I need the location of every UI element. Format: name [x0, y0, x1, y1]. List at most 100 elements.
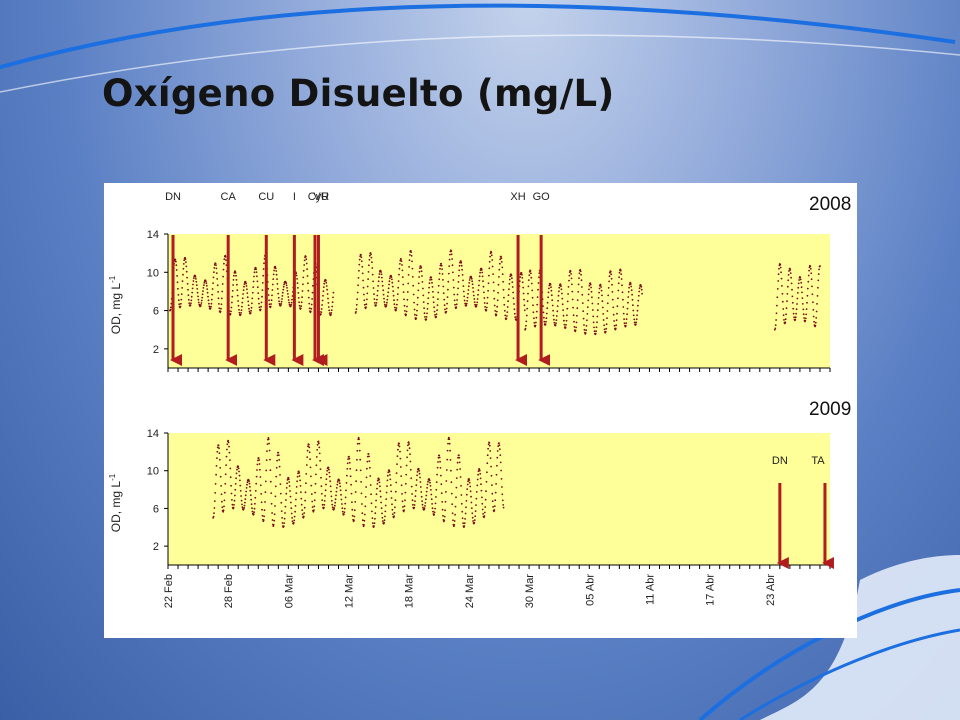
- chart-1-point: [420, 495, 423, 498]
- chart-1-point: [469, 490, 472, 493]
- chart-1-point: [246, 481, 249, 484]
- chart-0-point: [551, 299, 554, 302]
- chart-0-point: [259, 308, 262, 311]
- chart-0-point: [552, 309, 554, 312]
- chart-0-point: [459, 261, 461, 264]
- chart-0-point: [614, 327, 617, 330]
- chart-0-point: [412, 284, 415, 287]
- chart-0-point: [302, 283, 304, 286]
- chart-0-point: [394, 306, 396, 309]
- chart-1-point: [388, 470, 391, 473]
- chart-1-point: [406, 449, 409, 452]
- chart-1-point: [278, 465, 281, 468]
- chart-1-point: [456, 461, 459, 464]
- chart-0-point: [362, 286, 365, 289]
- chart-0-point: [321, 299, 324, 302]
- chart-0-ytick-label-2: 2: [153, 344, 159, 356]
- chart-1-point: [470, 507, 473, 509]
- chart-1-point: [422, 506, 424, 509]
- chart-0-point: [207, 299, 210, 302]
- chart-1-point: [415, 484, 418, 487]
- chart-0-point: [206, 291, 209, 294]
- chart-1-point: [328, 475, 331, 478]
- chart-1-point: [438, 456, 441, 459]
- chart-1-point: [343, 511, 346, 514]
- chart-0-point: [779, 266, 782, 269]
- chart-0-point: [212, 276, 215, 279]
- chart-0-point: [446, 302, 448, 305]
- chart-0-point: [390, 276, 393, 278]
- chart-0-point: [361, 272, 364, 275]
- chart-1-point: [374, 512, 377, 515]
- chart-0-point: [449, 253, 451, 256]
- chart-0-point: [408, 266, 410, 268]
- chart-0-point: [233, 274, 235, 277]
- chart-1-point: [289, 495, 292, 498]
- chart-0-point: [397, 286, 400, 289]
- top-swoosh-thin: [0, 34, 960, 93]
- chart-1-point: [399, 466, 402, 468]
- chart-0-point: [815, 310, 818, 313]
- chart-1-point: [214, 483, 217, 485]
- chart-1-point: [212, 515, 215, 518]
- chart-0-point: [427, 291, 430, 294]
- chart-0-point: [619, 269, 622, 272]
- chart-0-point: [447, 280, 450, 283]
- chart-0-point: [581, 293, 584, 296]
- chart-1-point: [343, 513, 345, 516]
- chart-1-point: [391, 513, 394, 515]
- chart-0-point: [503, 303, 506, 306]
- chart-1-point: [350, 483, 352, 486]
- chart-1-point: [334, 501, 337, 504]
- chart-0-point: [442, 292, 445, 295]
- chart-0-point: [806, 294, 809, 297]
- chart-1-point: [264, 501, 266, 503]
- chart-0-point: [525, 324, 527, 327]
- chart-1-point: [273, 519, 276, 522]
- chart-0-point: [396, 303, 398, 306]
- chart-0-point: [278, 302, 281, 305]
- chart-0-point: [169, 308, 172, 311]
- chart-0-point: [297, 292, 300, 294]
- chart-0-point: [475, 304, 478, 306]
- chart-0-point: [419, 265, 422, 267]
- chart-0-point: [206, 288, 209, 290]
- chart-0-point: [300, 305, 303, 307]
- chart-0-point: [423, 312, 426, 315]
- chart-1-point: [401, 493, 403, 495]
- chart-1-point: [498, 442, 500, 444]
- chart-1-xtick-label: 22 Feb: [163, 574, 175, 608]
- chart-1-point: [386, 485, 388, 487]
- chart-0-point: [451, 258, 453, 260]
- chart-1-point: [411, 499, 414, 502]
- chart-0-point: [640, 285, 643, 288]
- chart-1-point: [391, 503, 393, 506]
- chart-0-point: [575, 321, 578, 324]
- chart-0-point: [210, 298, 213, 301]
- chart-0-point: [463, 299, 466, 302]
- chart-1-point: [487, 443, 490, 446]
- chart-0-point: [476, 301, 479, 304]
- chart-0-point: [558, 290, 560, 293]
- bottom-swoosh: [760, 555, 960, 720]
- chart-0-point: [538, 276, 540, 279]
- chart-1-point: [296, 475, 299, 478]
- chart-1-point: [376, 479, 379, 482]
- chart-0-point: [790, 282, 793, 285]
- chart-0-point: [308, 302, 311, 305]
- chart-1-point: [381, 512, 383, 515]
- chart-0-point: [632, 314, 635, 317]
- chart-1-point: [230, 492, 233, 495]
- chart-1-point: [258, 459, 260, 461]
- chart-1-point: [338, 482, 341, 485]
- chart-0-point: [565, 319, 568, 322]
- chart-0-point: [498, 268, 501, 271]
- chart-0-point: [479, 271, 481, 274]
- chart-1-point: [418, 469, 421, 472]
- chart-0-point: [309, 310, 312, 313]
- chart-0-point: [442, 285, 445, 288]
- chart-1-point: [260, 493, 263, 495]
- chart-1-point: [374, 517, 376, 520]
- chart-0-point: [546, 307, 549, 310]
- chart-0-point: [623, 322, 626, 325]
